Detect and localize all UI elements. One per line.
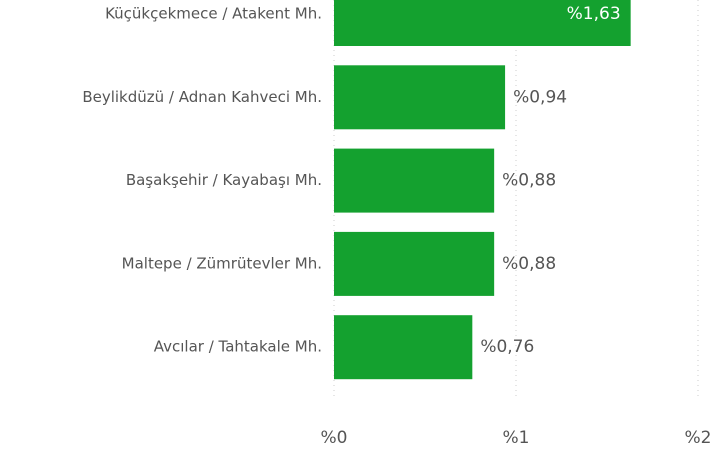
x-tick-label: %2 <box>685 428 712 448</box>
value-label: %1,63 <box>567 4 621 24</box>
value-label: %0,88 <box>502 254 556 274</box>
bar <box>334 315 473 380</box>
value-label: %0,88 <box>502 171 556 191</box>
bar <box>334 231 495 296</box>
bar <box>334 148 495 213</box>
value-label: %0,94 <box>513 87 567 107</box>
bar <box>334 0 631 46</box>
bar <box>334 65 506 130</box>
category-label: Küçükçekmece / Atakent Mh. <box>105 5 322 23</box>
category-label: Beylikdüzü / Adnan Kahveci Mh. <box>82 88 322 106</box>
x-tick-label: %0 <box>321 428 348 448</box>
value-label: %0,76 <box>480 337 534 357</box>
category-label: Başakşehir / Kayabaşı Mh. <box>126 171 322 189</box>
x-tick-label: %1 <box>503 428 530 448</box>
category-label: Maltepe / Zümrütevler Mh. <box>122 254 322 272</box>
category-label: Avcılar / Tahtakale Mh. <box>154 338 322 356</box>
